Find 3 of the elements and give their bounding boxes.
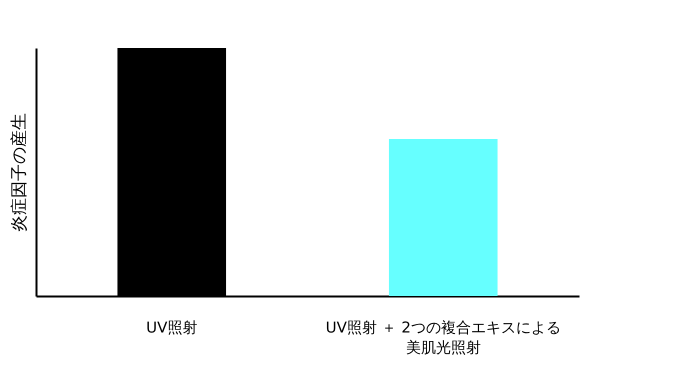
x-tick-label: UV照射 [146, 318, 198, 336]
x-tick-label: UV照射 ＋ 2つの複合エキスによる美肌光照射 [326, 318, 561, 356]
y-axis-title: 炎症因子の産生 [10, 113, 30, 232]
